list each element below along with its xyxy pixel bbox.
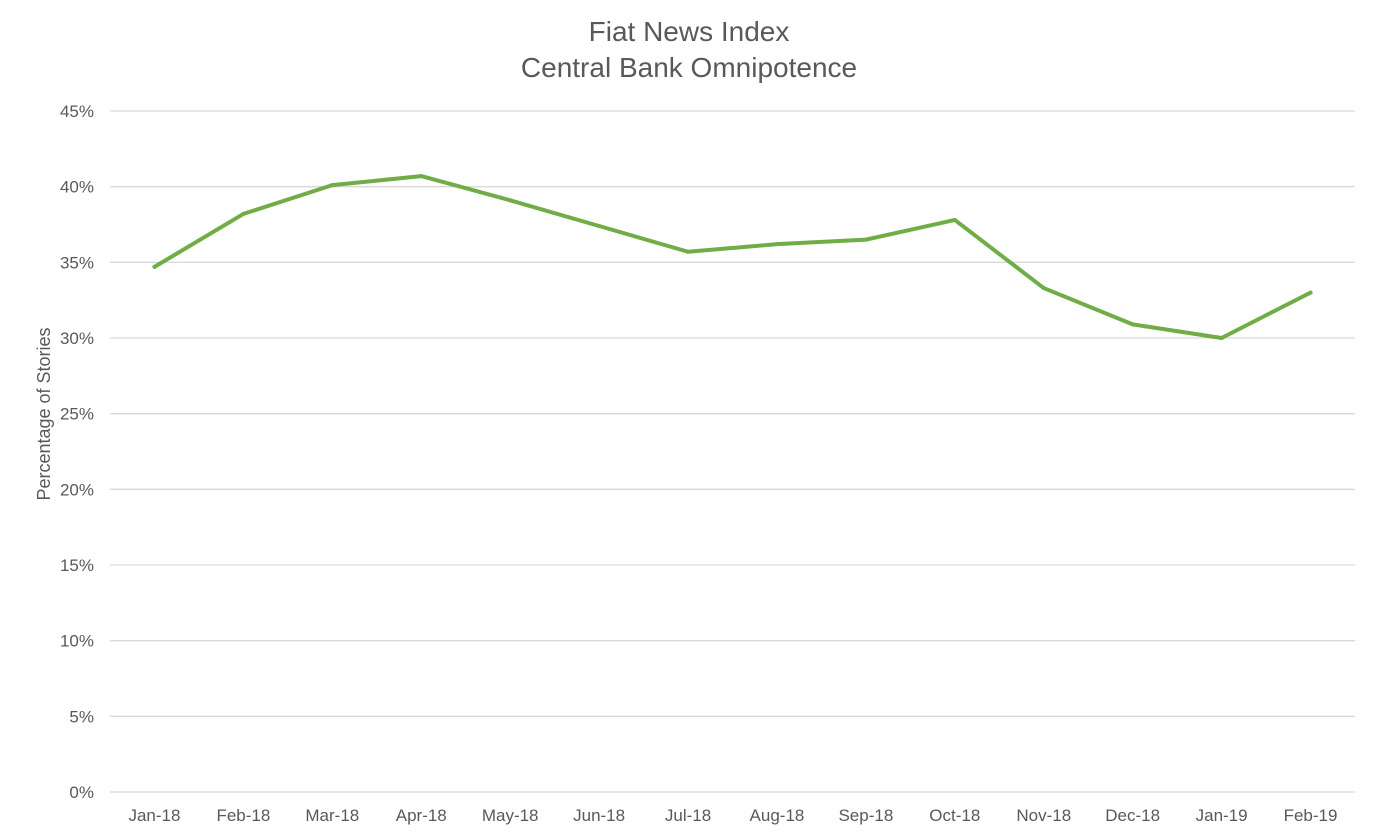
x-tick-label: Aug-18: [750, 806, 805, 825]
y-tick-label: 10%: [60, 632, 94, 651]
data-point: [1308, 290, 1313, 295]
x-tick-label: Jun-18: [573, 806, 625, 825]
x-tick-label: Oct-18: [929, 806, 980, 825]
y-axis-label: Percentage of Stories: [34, 327, 54, 500]
x-tick-label: Jan-19: [1196, 806, 1248, 825]
data-point: [952, 217, 957, 222]
y-axis-ticks: 0% 5% 10% 15% 20% 25% 30% 35% 40% 45%: [60, 102, 94, 802]
x-tick-label: May-18: [482, 806, 539, 825]
series-line: [152, 174, 1313, 340]
series-layer: [152, 174, 1313, 340]
data-point: [241, 211, 246, 216]
data-point: [508, 198, 513, 203]
x-tick-label: Jan-18: [128, 806, 180, 825]
gridlines: [110, 110, 1355, 793]
data-point: [419, 174, 424, 179]
data-point: [863, 237, 868, 242]
y-tick-label: 15%: [60, 556, 94, 575]
x-tick-label: Nov-18: [1016, 806, 1071, 825]
x-tick-label: Jul-18: [665, 806, 711, 825]
y-tick-label: 25%: [60, 405, 94, 424]
chart-subtitle: Central Bank Omnipotence: [520, 52, 858, 83]
x-axis-ticks: Jan-18 Feb-18 Mar-18 Apr-18 May-18 Jun-18 Jul-…: [128, 806, 1337, 825]
data-point: [774, 242, 779, 247]
x-tick-label: Sep-18: [838, 806, 893, 825]
data-point: [152, 264, 157, 269]
y-tick-label: 20%: [60, 480, 94, 499]
x-tick-label: Dec-18: [1105, 806, 1160, 825]
y-tick-label: 40%: [60, 178, 94, 197]
x-tick-label: Feb-19: [1284, 806, 1338, 825]
chart-title: Fiat News Index: [588, 16, 790, 47]
data-point: [330, 183, 335, 188]
x-tick-label: Mar-18: [305, 806, 359, 825]
data-point: [597, 224, 602, 229]
data-point: [1219, 336, 1224, 340]
y-tick-label: 45%: [60, 102, 94, 121]
x-tick-label: Feb-18: [216, 806, 270, 825]
data-point: [1041, 286, 1046, 291]
y-tick-label: 30%: [60, 329, 94, 348]
y-tick-label: 35%: [60, 253, 94, 272]
data-point: [686, 249, 691, 254]
chart-title-block: Fiat News Index Central Bank Omnipotence: [0, 14, 1378, 86]
x-tick-label: Apr-18: [396, 806, 447, 825]
y-tick-label: 5%: [69, 707, 94, 726]
y-tick-label: 0%: [69, 783, 94, 802]
data-point: [1130, 322, 1135, 327]
